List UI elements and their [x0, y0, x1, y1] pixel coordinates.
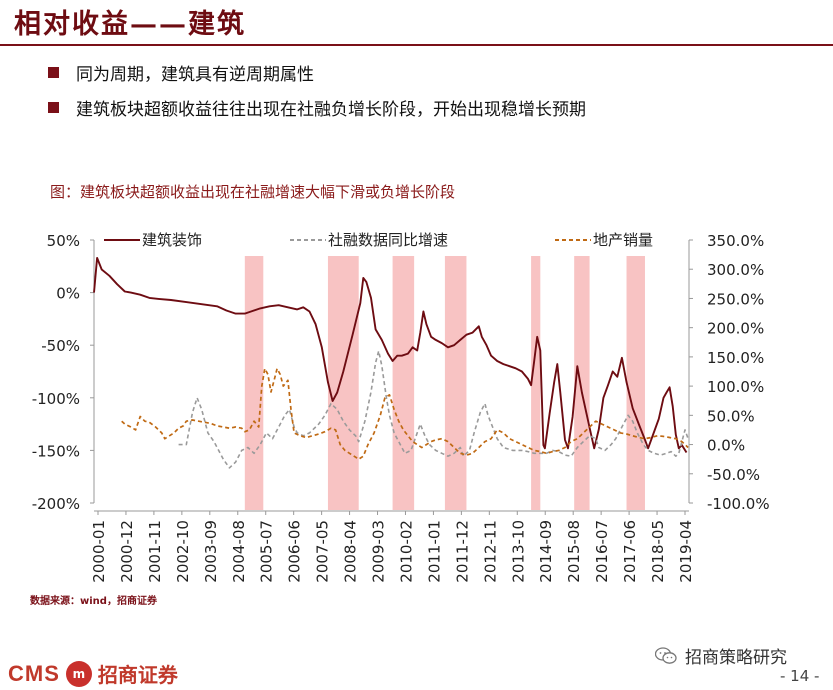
right-axis-tick-label: 0.0% [707, 437, 745, 455]
logo-coin-icon: m [65, 660, 92, 687]
right-axis-tick-label: 300.0% [707, 261, 764, 279]
x-axis-tick-label: 2003-09 [202, 520, 220, 583]
shaded-range-2 [392, 256, 415, 510]
bullet-text: 同为周期，建筑具有逆周期属性 [76, 65, 314, 85]
right-axis-tick-label: 350.0% [707, 232, 764, 250]
right-axis-tick-label: 100.0% [707, 378, 764, 396]
brand-logo: CMS m 招商证券 [8, 659, 178, 688]
bullet-1: 同为周期，建筑具有逆周期属性 [48, 60, 314, 85]
right-axis-tick-label: 200.0% [707, 320, 764, 338]
right-axis-tick-label: -100.0% [707, 495, 770, 513]
x-axis-tick-label: 2006-06 [286, 520, 304, 583]
bullet-text: 建筑板块超额收益往往出现在社融负增长阶段，开始出现稳增长预期 [76, 100, 586, 120]
shaded-range-1 [327, 256, 359, 510]
chart: 50% 0% -50% -100% -150% -200% 350.0% 300.0% 250.… [32, 231, 770, 583]
title-divider [0, 44, 833, 46]
right-axis-tick-label: 50.0% [707, 407, 755, 425]
logo-cms: CMS [8, 660, 60, 686]
x-axis-tick-label: 2013-10 [509, 520, 527, 583]
bullet-square-icon [48, 67, 59, 78]
right-axis-tick-label: 150.0% [707, 349, 764, 367]
bullet-square-icon [48, 102, 59, 113]
chart-title: 图：建筑板块超额收益出现在社融增速大幅下滑或负增长阶段 [50, 183, 456, 201]
x-axis-tick-label: 2014-09 [537, 520, 555, 583]
x-axis-tick-label: 2012-11 [481, 520, 499, 583]
x-axis-tick-label: 2011-01 [425, 520, 443, 583]
shaded-range-0 [244, 256, 264, 510]
logo-brand-name: 招商证券 [97, 663, 178, 687]
series-line-1 [178, 350, 689, 469]
left-axis-tick-label: -150% [32, 442, 80, 460]
data-source: 数据来源：wind，招商证券 [30, 596, 157, 607]
x-axis-tick-label: 2018-05 [649, 520, 667, 583]
right-axis-tick-label: -50.0% [707, 466, 760, 484]
bullet-2: 建筑板块超额收益往往出现在社融负增长阶段，开始出现稳增长预期 [48, 95, 586, 120]
left-axis-tick-label: -200% [32, 495, 80, 513]
wechat-name: 招商策略研究 [685, 648, 787, 668]
series-line-0 [93, 256, 688, 454]
legend-label-0: 建筑装饰 [142, 231, 202, 249]
wechat-account: 招商策略研究 [655, 643, 787, 668]
x-axis-tick-label: 2017-06 [621, 520, 639, 583]
x-axis-tick-label: 2007-05 [314, 520, 332, 583]
x-axis-tick-label: 2000-12 [118, 520, 136, 583]
page-title: 相对收益——建筑 [14, 9, 246, 40]
shaded-range-6 [626, 256, 645, 510]
x-axis-tick-label: 2004-08 [230, 520, 248, 583]
page-number: - 14 - [780, 667, 820, 685]
x-axis-tick-label: 2011-12 [453, 520, 471, 583]
shaded-range-3 [444, 256, 467, 510]
x-axis-tick-label: 2019-04 [677, 520, 695, 583]
wechat-icon [655, 646, 677, 664]
left-axis-tick-label: -50% [41, 337, 80, 355]
x-axis-tick-label: 2015-08 [565, 520, 583, 583]
left-axis-tick-label: 0% [56, 285, 80, 303]
legend-label-2: 地产销量 [593, 231, 653, 249]
x-axis-tick-label: 2016-07 [593, 520, 611, 583]
x-axis-tick-label: 2008-04 [342, 520, 360, 583]
x-axis-tick-label: 2000-01 [90, 520, 108, 583]
right-axis-tick-label: 250.0% [707, 290, 764, 308]
left-axis-tick-label: 50% [47, 232, 80, 250]
left-axis-tick-label: -100% [32, 390, 80, 408]
x-axis-tick-label: 2001-11 [146, 520, 164, 583]
legend-label-1: 社融数据同比增速 [328, 231, 448, 249]
x-axis-tick-label: 2005-07 [258, 520, 276, 583]
x-axis-tick-label: 2002-10 [174, 520, 192, 583]
x-axis-tick-label: 2010-02 [397, 520, 415, 583]
shaded-range-4 [531, 256, 541, 510]
x-axis-tick-label: 2009-03 [370, 520, 388, 583]
